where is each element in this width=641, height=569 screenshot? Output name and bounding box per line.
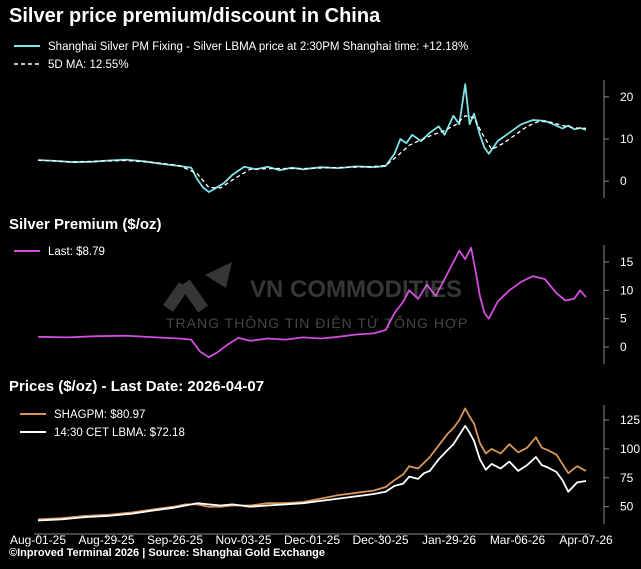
legend-label-lbma: 14:30 CET LBMA: $72.18 bbox=[54, 427, 185, 439]
x-tick-label: Aug-29-25 bbox=[78, 533, 134, 547]
x-tick-label: Apr-07-26 bbox=[559, 533, 613, 547]
y-tick-label: 0 bbox=[620, 340, 627, 354]
y-tick-label: 10 bbox=[620, 132, 634, 146]
x-tick-label: Mar-06-26 bbox=[490, 533, 546, 547]
series-line-0-0 bbox=[37, 83, 587, 193]
series-line-2-0 bbox=[37, 407, 587, 521]
watermark-logo bbox=[163, 262, 232, 313]
panel-3-legend: SHAGPM: $80.97 14:30 CET LBMA: $72.18 bbox=[20, 409, 185, 439]
legend-label-premium-pct: Shanghai Silver PM Fixing - Silver LBMA … bbox=[48, 41, 468, 53]
panel-3-title: Prices ($/oz) - Last Date: 2026-04-07 bbox=[9, 378, 264, 395]
y-tick-label: 5 bbox=[620, 312, 627, 326]
x-tick-label: Dec-01-25 bbox=[284, 533, 340, 547]
y-tick-label: 100 bbox=[620, 442, 640, 456]
y-tick-label: 50 bbox=[620, 500, 634, 514]
y-tick-label: 0 bbox=[620, 174, 627, 188]
y-tick-label: 15 bbox=[620, 255, 634, 269]
panel-1-title: Silver price premium/discount in China bbox=[9, 5, 381, 27]
watermark: VN COMMODITIES TRANG THÔNG TIN ĐIỆN TỬ T… bbox=[163, 262, 468, 331]
panel-1-legend: Shanghai Silver PM Fixing - Silver LBMA … bbox=[14, 41, 468, 71]
watermark-subtitle: TRANG THÔNG TIN ĐIỆN TỬ TỔNG HỢP bbox=[166, 314, 468, 331]
y-tick-label: 75 bbox=[620, 471, 634, 485]
x-tick-label: Aug-01-25 bbox=[10, 533, 66, 547]
x-tick-label: Dec-30-25 bbox=[352, 533, 408, 547]
panel-2-legend: Last: $8.79 bbox=[14, 246, 105, 258]
y-tick-label: 20 bbox=[620, 90, 634, 104]
footer-source: ©Inproved Terminal 2026 | Source: Shangh… bbox=[9, 547, 325, 559]
series-line-2-1 bbox=[37, 424, 587, 522]
series-line-1-0 bbox=[37, 246, 587, 359]
watermark-title: VN COMMODITIES bbox=[250, 276, 462, 303]
panel-3-plot: 50 75 100 125 Aug-01-25 Aug-29-25 Sep-26-25 Nov… bbox=[10, 405, 640, 547]
x-tick-label: Jan-29-26 bbox=[422, 533, 476, 547]
y-tick-label: 10 bbox=[620, 283, 634, 297]
x-tick-label: Sep-26-25 bbox=[147, 533, 203, 547]
legend-label-shagpm: SHAGPM: $80.97 bbox=[54, 409, 145, 421]
panel-2-plot: 0 5 10 15 bbox=[37, 245, 634, 364]
legend-label-5d-ma: 5D MA: 12.55% bbox=[48, 59, 129, 71]
panel-2-title: Silver Premium ($/oz) bbox=[9, 216, 162, 233]
x-tick-label: Nov-03-25 bbox=[215, 533, 271, 547]
panel-1-plot: 0 10 20 bbox=[37, 80, 634, 198]
legend-label-premium-usd: Last: $8.79 bbox=[48, 246, 105, 258]
y-tick-label: 125 bbox=[620, 413, 640, 427]
